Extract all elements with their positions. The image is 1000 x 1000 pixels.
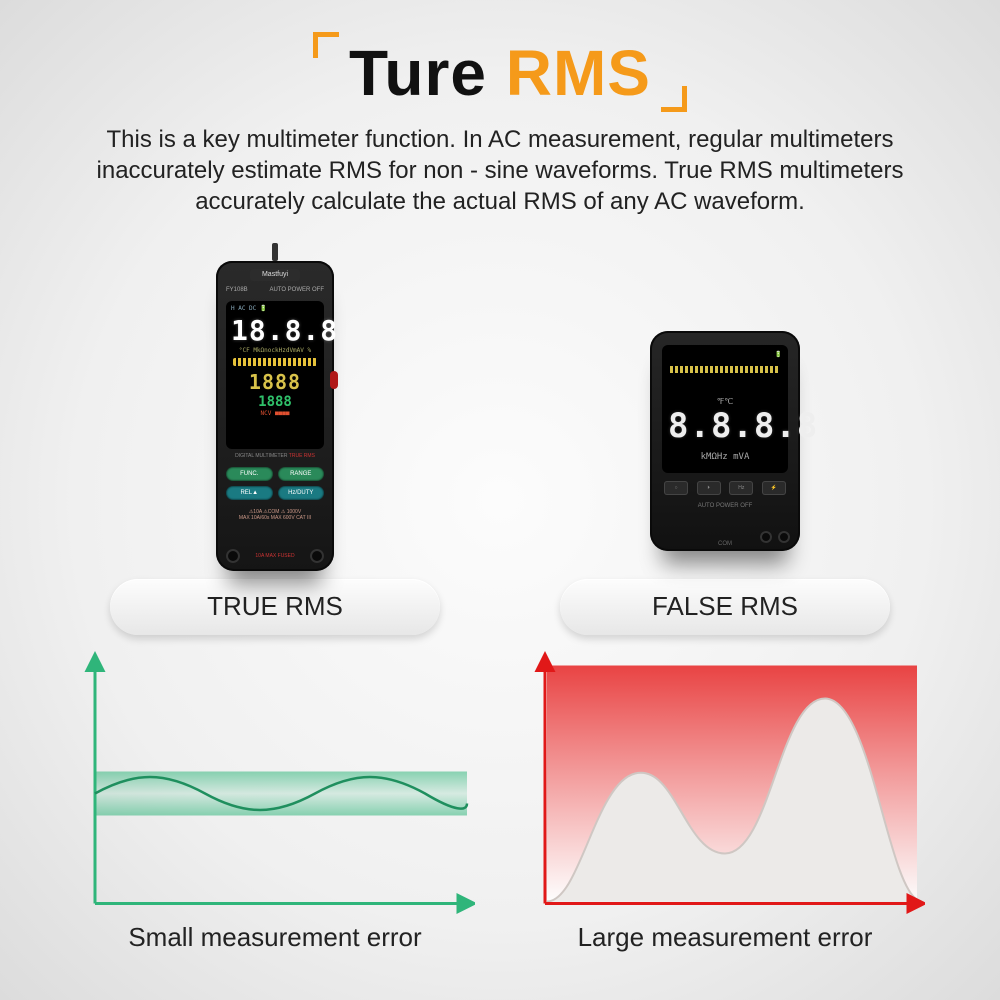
title-section: Ture RMS: [0, 0, 1000, 110]
screen-ncv-label: NCV ■■■■: [231, 410, 319, 417]
pocket-btn-4[interactable]: ⚡: [762, 481, 786, 495]
label-true-rms: TRUE RMS: [289, 453, 315, 459]
true-rms-chart: [75, 651, 475, 916]
false-rms-chart: [525, 651, 925, 916]
pocket-multimeter: 🔋 ℉℃ 8.8.8.8 kMΩHz mVA ○ ⏵ Hz ⚡ AUTO POW…: [650, 331, 800, 551]
pocket-prefix: ℉℃: [717, 397, 734, 406]
port-left-icon: [226, 549, 240, 563]
pocket-units: kMΩHz mVA: [668, 452, 782, 462]
func-button[interactable]: FUNC.: [226, 467, 273, 481]
title-word-1: Ture: [349, 37, 487, 109]
port-right-icon: [310, 549, 324, 563]
warn-line-2: MAX 10A/60s MAX 600V CAT III: [226, 515, 324, 522]
pocket-btn-1[interactable]: ○: [664, 481, 688, 495]
false-rms-caption: Large measurement error: [578, 922, 873, 953]
pocket-apo-label: AUTO POWER OFF: [650, 503, 800, 509]
pocket-buttons: ○ ⏵ Hz ⚡: [664, 481, 786, 495]
bottom-label: 10A MAX FUSED: [255, 553, 294, 559]
device-buttons: FUNC. RANGE REL▲ Hz/DUTY: [226, 467, 324, 500]
pocket-screen: 🔋 ℉℃ 8.8.8.8 kMΩHz mVA: [662, 345, 788, 473]
range-button[interactable]: RANGE: [278, 467, 325, 481]
bracket-bottom-right-icon: [661, 86, 687, 112]
pocket-btn-3[interactable]: Hz: [729, 481, 753, 495]
device-model-row: FY108B AUTO POWER OFF: [226, 287, 324, 293]
device-label-row: DIGITAL MULTIMETER TRUE RMS: [226, 453, 324, 459]
pen-multimeter: Mastfuyi FY108B AUTO POWER OFF H AC DC 🔋…: [216, 261, 334, 571]
false-rms-column: 🔋 ℉℃ 8.8.8.8 kMΩHz mVA ○ ⏵ Hz ⚡ AUTO POW…: [525, 236, 925, 953]
page-title: Ture RMS: [349, 36, 651, 110]
bracket-top-left-icon: [313, 32, 339, 58]
title-word-2: RMS: [506, 37, 651, 109]
false-rms-pill: FALSE RMS: [560, 579, 890, 635]
device-brand: Mastfuyi: [250, 269, 300, 281]
true-rms-pill: TRUE RMS: [110, 579, 440, 635]
device-apo-label: AUTO POWER OFF: [269, 287, 324, 293]
pocket-btn-2[interactable]: ⏵: [697, 481, 721, 495]
description-text: This is a key multimeter function. In AC…: [40, 124, 960, 218]
true-rms-caption: Small measurement error: [128, 922, 421, 953]
true-rms-pill-label: TRUE RMS: [207, 591, 343, 622]
label-digital-multimeter: DIGITAL MULTIMETER: [235, 453, 287, 459]
pocket-bargraph-icon: [670, 366, 780, 373]
screen-main-digits: 18.8.8: [231, 314, 319, 347]
hz-duty-button[interactable]: Hz/DUTY: [278, 486, 325, 500]
pocket-digits: 8.8.8.8: [668, 406, 818, 446]
screen-icons: H AC DC 🔋: [231, 305, 319, 312]
screen-bargraph-icon: [233, 358, 317, 366]
false-rms-device-area: 🔋 ℉℃ 8.8.8.8 kMΩHz mVA ○ ⏵ Hz ⚡ AUTO POW…: [525, 236, 925, 571]
true-rms-column: Mastfuyi FY108B AUTO POWER OFF H AC DC 🔋…: [75, 236, 475, 953]
false-rms-pill-label: FALSE RMS: [652, 591, 798, 622]
power-button[interactable]: [330, 371, 338, 389]
screen-secondary-digits: 1888: [231, 370, 319, 394]
screen-sub-label: °CF MkΩnockHzdVmAV %: [231, 347, 319, 354]
device-screen: H AC DC 🔋 18.8.8 °CF MkΩnockHzdVmAV % 18…: [226, 301, 324, 449]
device-model: FY108B: [226, 287, 248, 293]
device-warning-labels: ⚠10A ⚠COM ⚠ 1000V MAX 10A/60s MAX 600V C…: [226, 509, 324, 522]
pocket-com-label: COM: [650, 541, 800, 547]
probe-tip-icon: [272, 243, 278, 261]
device-bottom: 10A MAX FUSED: [226, 547, 324, 565]
comparison-row: Mastfuyi FY108B AUTO POWER OFF H AC DC 🔋…: [0, 236, 1000, 953]
rel-button[interactable]: REL▲: [226, 486, 273, 500]
screen-small-digits: 1888: [231, 394, 319, 410]
battery-icon: 🔋: [775, 351, 782, 358]
true-rms-device-area: Mastfuyi FY108B AUTO POWER OFF H AC DC 🔋…: [75, 236, 475, 571]
pocket-screen-icons: 🔋: [668, 351, 782, 358]
